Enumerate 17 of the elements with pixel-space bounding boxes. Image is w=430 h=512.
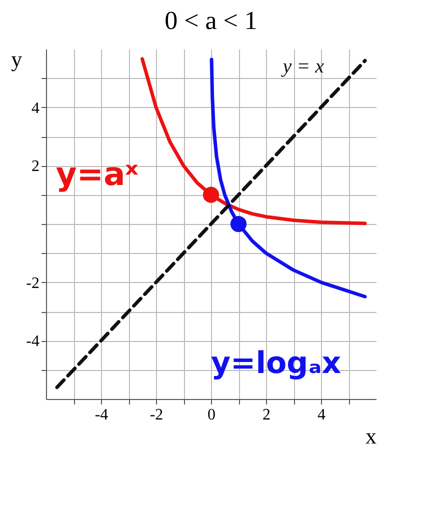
y-tick-label: -4 bbox=[26, 333, 40, 350]
y-tick-label: -2 bbox=[26, 274, 40, 292]
y-tick-label: 2 bbox=[32, 158, 40, 176]
x-tick-label: 4 bbox=[318, 406, 326, 424]
chart-title: 0 < a < 1 bbox=[164, 6, 258, 35]
x-axis-title: x bbox=[366, 424, 376, 448]
y-axis-title: y bbox=[11, 46, 22, 72]
x-tick-label: 2 bbox=[262, 406, 270, 424]
annotation: y=logₐx bbox=[211, 346, 342, 381]
line-series bbox=[140, 57, 367, 226]
x-tick-label: -2 bbox=[150, 406, 164, 424]
annotation: y=aˣ bbox=[56, 155, 138, 193]
y-tick-label: 4 bbox=[32, 100, 40, 117]
line-series bbox=[210, 58, 367, 298]
annotation: y = x bbox=[280, 56, 324, 78]
x-tick-label: 0 bbox=[208, 406, 216, 424]
x-tick-label: -4 bbox=[94, 406, 108, 424]
